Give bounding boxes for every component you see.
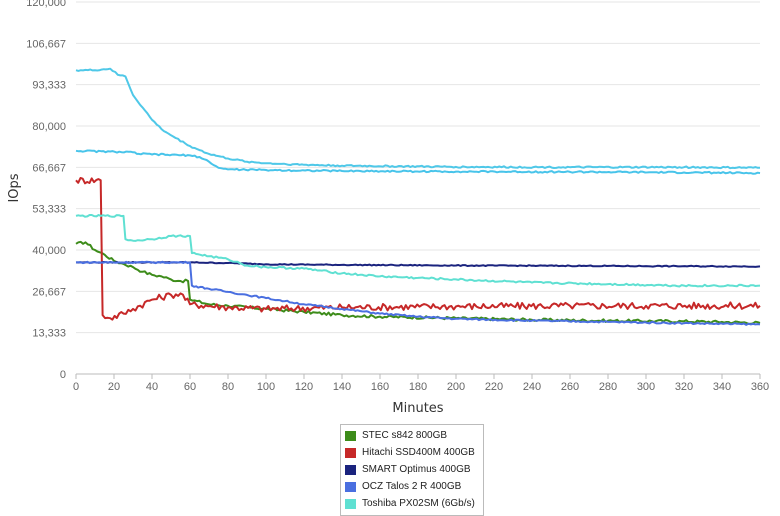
- x-tick-label: 100: [257, 381, 275, 393]
- series-lines: [75, 67, 761, 326]
- legend-item: OCZ Talos 2 R 400GB: [345, 478, 479, 495]
- legend-swatch: [345, 481, 356, 492]
- series-line-4: [75, 260, 761, 326]
- x-tick-label: 40: [146, 381, 158, 393]
- y-tick-label: 26,667: [32, 286, 66, 298]
- x-tick-label: 220: [485, 381, 503, 393]
- x-tick-label: 60: [184, 381, 196, 393]
- x-axis-ticks: 0 20 40 60 80 100 120 140 160 180 200 220 240 260 280 3…: [73, 374, 769, 393]
- series-line-6: [75, 67, 760, 170]
- legend-label: SMART Optimus 400GB: [362, 464, 471, 475]
- x-tick-label: 140: [333, 381, 351, 393]
- x-tick-label: 160: [371, 381, 389, 393]
- legend-item: STEC s842 800GB: [345, 427, 479, 444]
- x-tick-label: 260: [561, 381, 579, 393]
- x-tick-label: 280: [599, 381, 617, 393]
- legend-item: SMART Optimus 400GB: [345, 461, 479, 478]
- y-tick-label: 40,000: [32, 245, 66, 257]
- series-line-7: [75, 149, 761, 175]
- legend-item: Hitachi SSD800MM (6Gb/s): [345, 512, 479, 515]
- x-tick-label: 120: [295, 381, 313, 393]
- legend-label: Toshiba PX02SM (6Gb/s): [362, 498, 475, 509]
- legend-item: Hitachi SSD400M 400GB: [345, 444, 479, 461]
- y-tick-label: 106,667: [26, 38, 66, 50]
- legend-swatch: [345, 447, 356, 458]
- y-tick-label: 13,333: [32, 328, 66, 340]
- y-tick-label: 66,667: [32, 162, 66, 174]
- y-tick-label: 0: [60, 369, 66, 381]
- x-axis-title: Minutes: [392, 401, 443, 416]
- x-tick-label: 360: [751, 381, 769, 393]
- x-tick-label: 80: [222, 381, 234, 393]
- x-tick-label: 20: [108, 381, 120, 393]
- chart-legend: STEC s842 800GB Hitachi SSD400M 400GB SMAR…: [340, 424, 484, 516]
- series-line-1: [75, 240, 761, 325]
- x-tick-label: 300: [637, 381, 655, 393]
- y-tick-label: 80,000: [32, 121, 66, 133]
- y-tick-label: 53,333: [32, 204, 66, 216]
- legend-label: OCZ Talos 2 R 400GB: [362, 481, 462, 492]
- y-axis-ticks: 0 13,333 26,667 40,000 53,333 66,667 80,000 93,…: [26, 0, 66, 381]
- x-tick-label: 340: [713, 381, 731, 393]
- x-tick-label: 240: [523, 381, 541, 393]
- line-chart: 0 13,333 26,667 40,000 53,333 66,667 80,000 93,…: [7, 0, 769, 416]
- y-tick-label: 120,000: [26, 0, 66, 9]
- x-tick-label: 180: [409, 381, 427, 393]
- y-tick-label: 93,333: [32, 80, 66, 92]
- series-line-5: [75, 214, 761, 288]
- legend-label: Hitachi SSD400M 400GB: [362, 447, 475, 458]
- y-axis-title: IOps: [7, 173, 22, 202]
- legend-swatch: [345, 498, 356, 509]
- legend-item: Toshiba PX02SM (6Gb/s): [345, 495, 479, 512]
- x-tick-label: 0: [73, 381, 79, 393]
- legend-swatch: [345, 464, 356, 475]
- x-tick-label: 320: [675, 381, 693, 393]
- series-line-2: [75, 177, 761, 321]
- x-tick-label: 200: [447, 381, 465, 393]
- legend-swatch: [345, 430, 356, 441]
- legend-label: STEC s842 800GB: [362, 430, 448, 441]
